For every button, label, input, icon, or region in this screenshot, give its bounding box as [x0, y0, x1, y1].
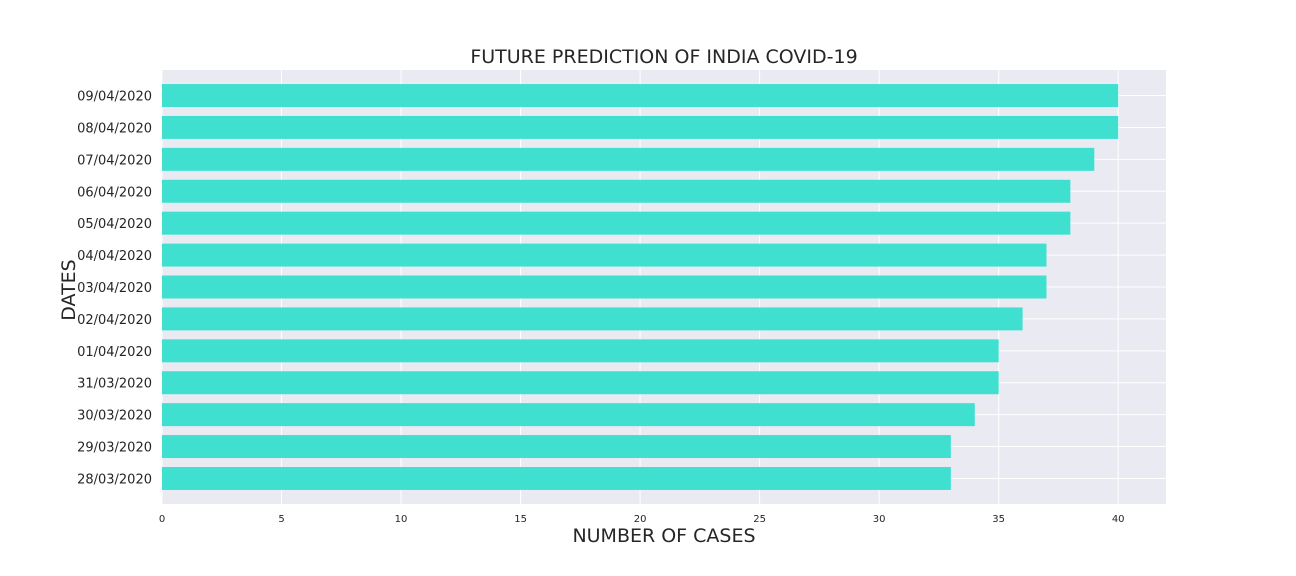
- y-tick-label: 04/04/2020: [77, 249, 152, 264]
- y-tick-labels: 28/03/2020 29/03/2020 30/03/2020 31/03/2020…: [77, 90, 152, 488]
- x-tick-labels: 0 5 10 15 20 25 30 35 40: [159, 514, 1125, 525]
- y-tick-label: 07/04/2020: [77, 153, 152, 168]
- x-tick-label: 10: [395, 514, 408, 525]
- y-tick-label: 01/04/2020: [77, 345, 152, 360]
- x-tick-label: 30: [873, 514, 886, 525]
- y-tick-label: 02/04/2020: [77, 313, 152, 328]
- chart-title: FUTURE PREDICTION OF INDIA COVID-19: [470, 46, 857, 68]
- y-axis-label: DATES: [58, 259, 80, 321]
- y-tick-label: 05/04/2020: [77, 217, 152, 232]
- bar-06-04-2020: [162, 179, 1071, 203]
- bar-01-04-2020: [162, 339, 999, 363]
- bar-04-04-2020: [162, 243, 1047, 267]
- y-tick-label: 28/03/2020: [77, 472, 152, 487]
- x-tick-label: 40: [1112, 514, 1125, 525]
- bar-30-03-2020: [162, 403, 975, 427]
- x-tick-label: 0: [159, 514, 165, 525]
- bar-05-04-2020: [162, 211, 1071, 235]
- bar-28-03-2020: [162, 466, 951, 490]
- y-tick-label: 29/03/2020: [77, 441, 152, 456]
- y-tick-label: 08/04/2020: [77, 121, 152, 136]
- y-tick-label: 09/04/2020: [77, 90, 152, 105]
- x-tick-label: 20: [634, 514, 647, 525]
- y-tick-label: 03/04/2020: [77, 281, 152, 296]
- x-tick-label: 5: [278, 514, 284, 525]
- x-axis-label: NUMBER OF CASES: [572, 525, 755, 547]
- y-tick-label: 31/03/2020: [77, 377, 152, 392]
- bar-09-04-2020: [162, 84, 1119, 108]
- bars: [162, 84, 1119, 490]
- bar-31-03-2020: [162, 371, 999, 395]
- y-tick-label: 30/03/2020: [77, 409, 152, 424]
- bar-07-04-2020: [162, 147, 1095, 171]
- y-tick-label: 06/04/2020: [77, 185, 152, 200]
- bar-29-03-2020: [162, 435, 951, 459]
- x-tick-label: 15: [514, 514, 527, 525]
- bar-03-04-2020: [162, 275, 1047, 299]
- x-tick-label: 35: [992, 514, 1005, 525]
- bar-02-04-2020: [162, 307, 1023, 331]
- bar-08-04-2020: [162, 115, 1119, 139]
- x-tick-label: 25: [753, 514, 766, 525]
